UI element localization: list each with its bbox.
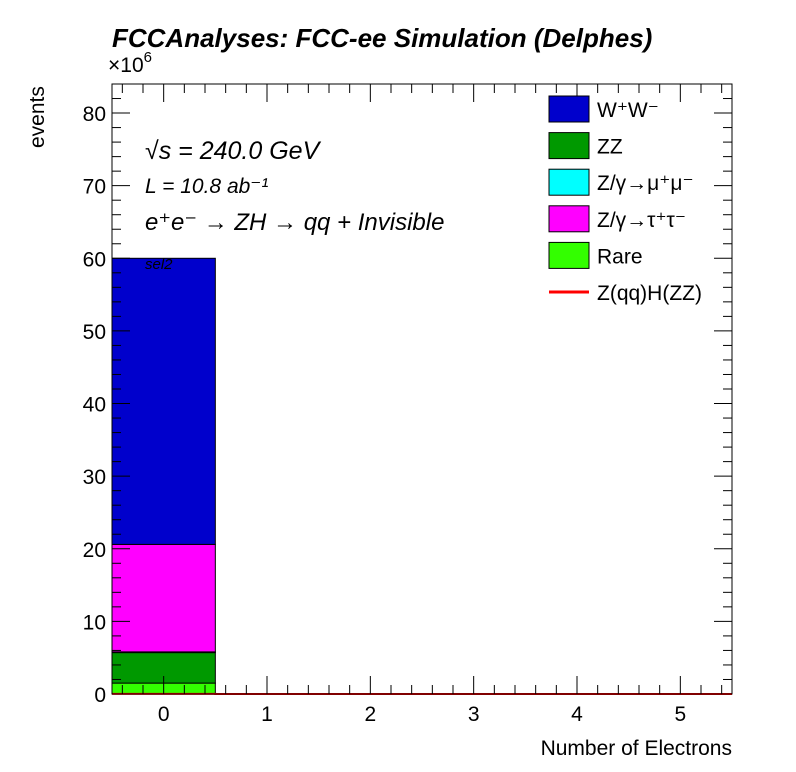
legend-swatch (548, 205, 590, 233)
bar-3-0 (111, 543, 216, 653)
y-tick-label: 70 (83, 176, 106, 199)
y-tick-label: 20 (83, 539, 106, 562)
legend-label: Rare (597, 245, 643, 268)
chart-title: FCCAnalyses: FCC-ee Simulation (Delphes) (112, 23, 652, 53)
legend-swatch (548, 168, 590, 196)
legend-label: Z/γ→τ⁺τ⁻ (597, 209, 686, 232)
lumi-annotation: L = 10.8 ab⁻¹ (145, 175, 268, 198)
energy-annotation: √s = 240.0 GeV (145, 137, 322, 165)
x-axis-label: Number of Electrons (541, 737, 732, 760)
y-tick-label: 10 (83, 611, 106, 634)
process-annotation: e⁺e⁻ → ZH → qq + Invisible (145, 209, 444, 236)
legend-label: W⁺W⁻ (597, 99, 659, 122)
legend-label: ZZ (597, 136, 623, 159)
legend-swatch (548, 95, 590, 123)
legend-label: Z(qq)H(ZZ) (597, 282, 702, 305)
y-tick-label: 60 (83, 248, 106, 271)
selection-annotation: sel2 (145, 256, 173, 273)
y-tick-label: 30 (83, 466, 106, 489)
y-tick-label: 80 (83, 103, 106, 126)
x-tick-label: 4 (571, 703, 583, 726)
y-tick-label: 50 (83, 321, 106, 344)
legend-swatch (548, 241, 590, 269)
y-multiplier: ×106 (108, 49, 152, 77)
bar-4-0 (111, 257, 216, 545)
x-tick-label: 2 (364, 703, 376, 726)
x-tick-label: 3 (468, 703, 480, 726)
x-tick-label: 0 (158, 703, 170, 726)
y-axis-label: events (26, 86, 49, 148)
y-tick-label: 0 (94, 684, 106, 707)
y-tick-label: 40 (83, 394, 106, 417)
x-tick-label: 1 (261, 703, 273, 726)
legend-label: Z/γ→μ⁺μ⁻ (597, 172, 694, 195)
x-tick-label: 5 (674, 703, 686, 726)
legend-swatch (548, 132, 590, 160)
